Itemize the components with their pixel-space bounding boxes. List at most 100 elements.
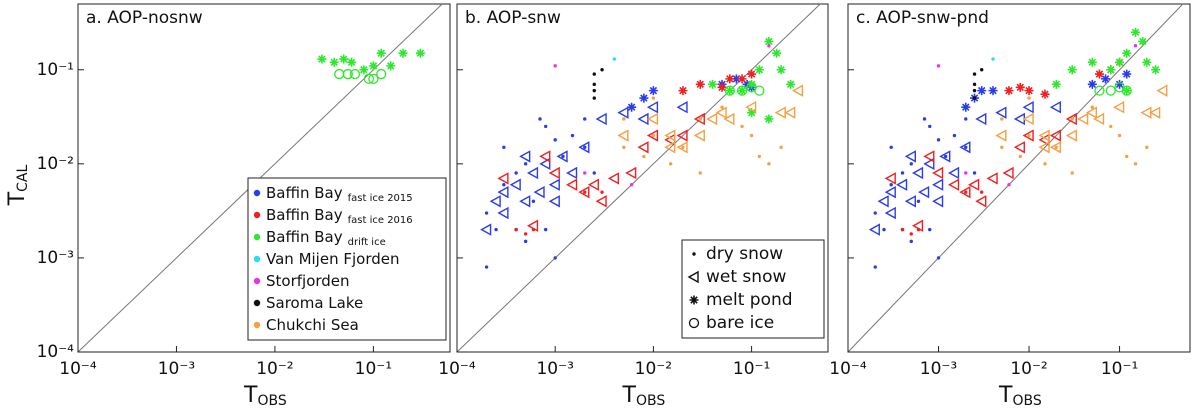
point <box>936 138 941 142</box>
y-axis-label-main: T <box>5 191 30 206</box>
point <box>1115 57 1125 67</box>
panel-title: a. AOP-nosnw <box>86 8 203 28</box>
point <box>1027 133 1031 138</box>
point <box>995 129 1007 142</box>
point <box>1142 57 1152 67</box>
point <box>681 145 685 149</box>
point <box>566 166 578 180</box>
point <box>693 112 705 126</box>
point <box>767 162 771 166</box>
point <box>1122 48 1132 58</box>
x-axis-label: TOBS <box>998 383 1042 409</box>
point <box>980 68 984 72</box>
point <box>484 211 489 215</box>
point <box>664 129 676 142</box>
legend-label: wet snow <box>706 267 786 287</box>
point <box>578 185 590 199</box>
legend-name: Baffin Bay <box>266 184 343 202</box>
point <box>889 145 893 149</box>
point <box>678 86 688 96</box>
point <box>1013 141 1025 154</box>
point <box>747 79 757 89</box>
point <box>988 86 998 96</box>
point <box>715 106 727 119</box>
legend-name: Baffin Bay <box>266 228 343 246</box>
point <box>627 102 637 112</box>
point <box>764 36 774 46</box>
point <box>600 190 604 194</box>
point <box>884 172 896 185</box>
point <box>1015 82 1025 92</box>
point <box>334 68 345 80</box>
point <box>1000 145 1004 149</box>
point <box>698 117 702 121</box>
point <box>923 157 935 171</box>
point <box>695 79 705 89</box>
x-axis-label: TOBS <box>622 383 666 409</box>
point <box>617 106 629 119</box>
point <box>1094 69 1104 79</box>
point <box>1138 36 1148 46</box>
point <box>1022 112 1034 126</box>
point <box>595 112 607 126</box>
point <box>676 141 688 154</box>
point <box>904 150 916 163</box>
point <box>489 195 501 208</box>
point <box>1070 171 1074 175</box>
one-to-one-line <box>456 3 821 353</box>
point <box>625 166 637 180</box>
point <box>904 195 916 208</box>
point <box>964 117 968 121</box>
point <box>909 162 913 166</box>
point <box>772 48 782 58</box>
point <box>1022 129 1034 142</box>
point <box>725 86 735 96</box>
point <box>578 141 590 154</box>
point <box>959 185 971 199</box>
point <box>1133 162 1138 166</box>
point <box>368 61 378 71</box>
x-axis-label-sub: OBS <box>1012 393 1041 409</box>
legend-box <box>247 177 447 341</box>
point <box>1105 85 1116 96</box>
legend-swatch <box>253 321 261 329</box>
x-axis-label-main: T <box>622 383 637 408</box>
point <box>363 73 375 85</box>
point <box>676 129 688 142</box>
point <box>745 101 757 114</box>
point <box>1077 112 1089 126</box>
point <box>948 178 960 191</box>
point <box>723 112 735 126</box>
point <box>595 195 607 208</box>
x-tick-label: 10⁻² <box>635 359 672 379</box>
point <box>622 145 626 149</box>
point <box>622 117 626 121</box>
point <box>1024 86 1034 96</box>
point <box>526 219 539 232</box>
point <box>592 88 596 93</box>
point <box>539 157 551 171</box>
point <box>757 154 762 159</box>
point <box>972 171 977 175</box>
point <box>592 82 596 87</box>
plot-frame <box>77 3 451 353</box>
legend-swatch <box>253 211 261 219</box>
point <box>754 65 764 75</box>
point <box>968 178 980 191</box>
point <box>964 171 968 175</box>
point <box>617 129 629 142</box>
point <box>600 68 604 72</box>
point <box>1131 27 1140 37</box>
point <box>975 112 987 126</box>
legend-subscript: fast ice 2016 <box>348 215 413 226</box>
legend-label: Chukchi Sea <box>266 316 359 334</box>
point <box>538 117 542 121</box>
point <box>1087 57 1097 67</box>
point <box>668 162 673 166</box>
point <box>509 178 521 191</box>
point <box>583 190 587 194</box>
point <box>884 185 896 199</box>
point <box>961 102 971 112</box>
point <box>737 86 747 96</box>
point <box>964 145 968 149</box>
